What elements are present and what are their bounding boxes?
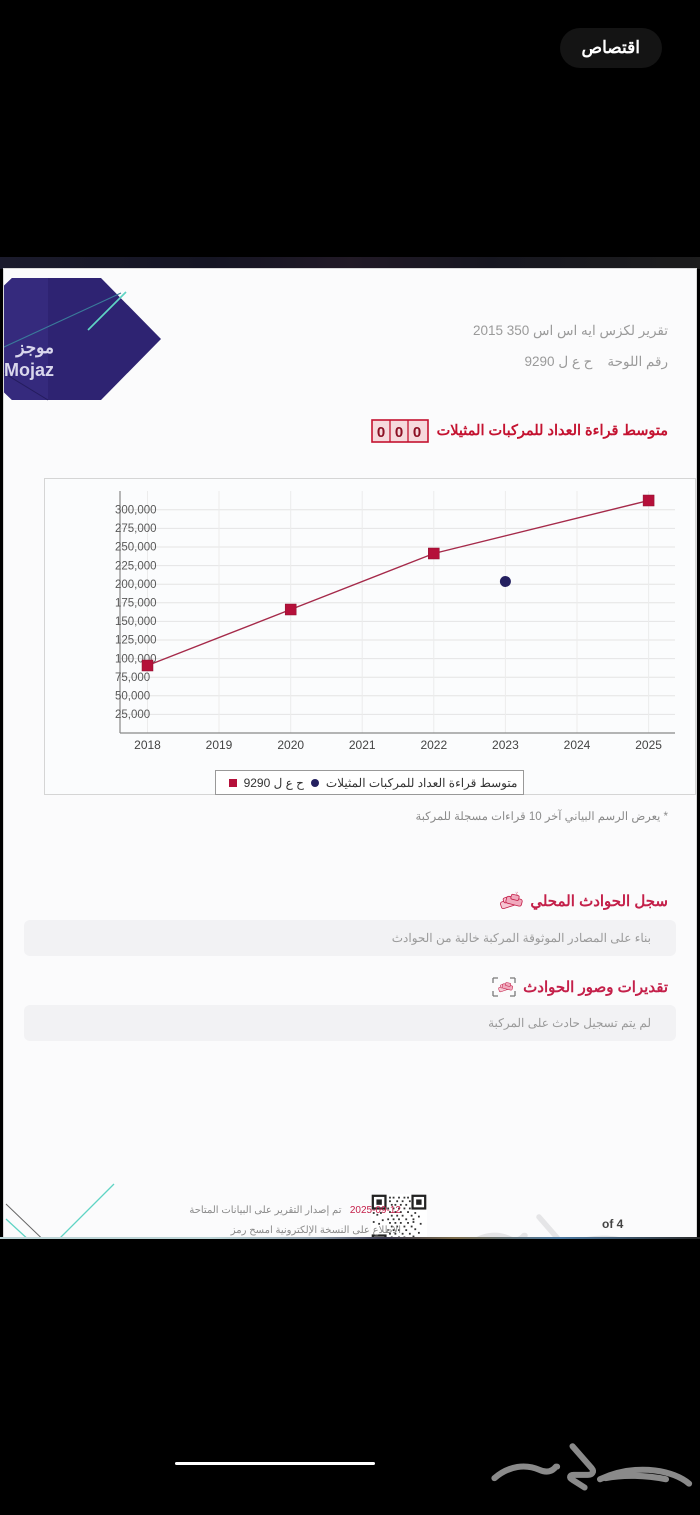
- svg-text:300,000: 300,000: [115, 505, 157, 517]
- svg-text:75,000: 75,000: [115, 672, 150, 684]
- svg-text:175,000: 175,000: [115, 598, 157, 610]
- svg-text:2018: 2018: [134, 738, 161, 752]
- svg-text:150,000: 150,000: [115, 616, 157, 628]
- svg-text:275,000: 275,000: [115, 523, 157, 535]
- svg-text:0: 0: [412, 424, 420, 441]
- svg-text:2024: 2024: [564, 738, 591, 752]
- svg-text:2022: 2022: [420, 738, 447, 752]
- svg-text:200,000: 200,000: [115, 579, 157, 591]
- svg-text:0: 0: [376, 424, 384, 441]
- svg-text:125,000: 125,000: [115, 635, 157, 647]
- svg-text:٪: ٪: [516, 891, 519, 897]
- svg-text:2020: 2020: [277, 738, 304, 752]
- svg-text:225,000: 225,000: [115, 560, 157, 572]
- svg-text:2019: 2019: [206, 738, 233, 752]
- svg-text:25,000: 25,000: [115, 709, 150, 721]
- svg-text:موجز: موجز: [14, 338, 54, 358]
- svg-text:0: 0: [394, 424, 402, 441]
- svg-text:2023: 2023: [492, 738, 519, 752]
- svg-text:250,000: 250,000: [115, 542, 157, 554]
- svg-text:Mojaz: Mojaz: [4, 360, 54, 380]
- svg-text:2021: 2021: [349, 738, 376, 752]
- svg-text:50,000: 50,000: [115, 691, 150, 703]
- svg-text:2025: 2025: [635, 738, 662, 752]
